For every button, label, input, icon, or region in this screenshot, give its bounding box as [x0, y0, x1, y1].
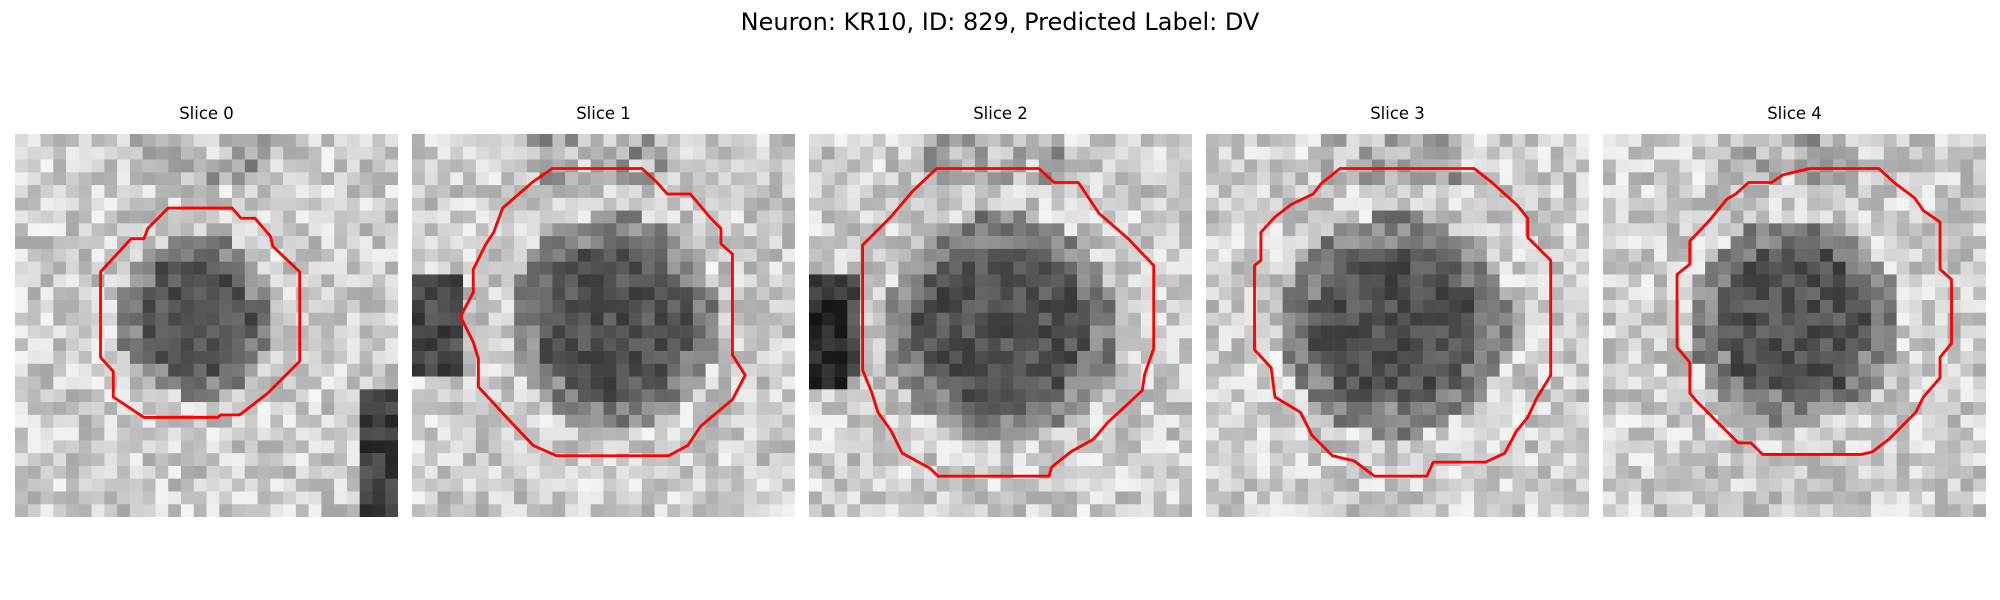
slice-title-3: Slice 3	[1370, 104, 1425, 123]
cell-outline-2	[861, 167, 1156, 478]
slice-image-2	[809, 134, 1192, 517]
slice-panel-0: Slice 0	[15, 104, 398, 517]
slice-panel-3: Slice 3	[1206, 104, 1589, 517]
slice-title-1: Slice 1	[576, 104, 631, 123]
figure-title: Neuron: KR10, ID: 829, Predicted Label: …	[740, 8, 1260, 36]
slice-title-2: Slice 2	[973, 104, 1028, 123]
slice-title-0: Slice 0	[179, 104, 234, 123]
slice-panel-2: Slice 2	[809, 104, 1192, 517]
cell-outline-3	[1253, 167, 1553, 478]
slice-image-1	[412, 134, 795, 517]
slice-panel-4: Slice 4	[1603, 104, 1986, 517]
cell-outline-4	[1675, 167, 1953, 456]
slice-image-4	[1603, 134, 1986, 517]
slice-image-0	[15, 134, 398, 517]
cell-outline-1	[459, 167, 747, 458]
cell-outline-0	[99, 206, 302, 419]
slice-panel-1: Slice 1	[412, 104, 795, 517]
slice-title-4: Slice 4	[1767, 104, 1822, 123]
slice-image-3	[1206, 134, 1589, 517]
